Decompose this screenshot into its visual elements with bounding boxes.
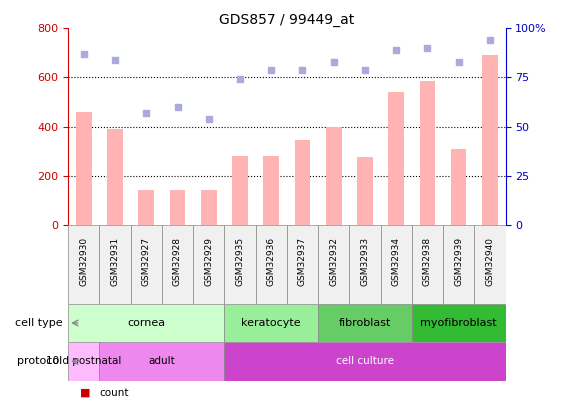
Bar bbox=[99, 342, 224, 381]
Point bbox=[142, 110, 151, 116]
Text: GSM32937: GSM32937 bbox=[298, 237, 307, 286]
Bar bbox=[201, 190, 216, 225]
Bar bbox=[170, 190, 185, 225]
Point bbox=[454, 58, 463, 65]
Bar bbox=[264, 156, 279, 225]
Point bbox=[110, 57, 119, 63]
Bar bbox=[412, 304, 506, 342]
Text: GSM32930: GSM32930 bbox=[80, 237, 88, 286]
Point bbox=[267, 66, 276, 73]
Bar bbox=[318, 225, 349, 304]
Point bbox=[391, 47, 400, 53]
Text: cell culture: cell culture bbox=[336, 356, 394, 367]
Text: adult: adult bbox=[148, 356, 176, 367]
Bar bbox=[224, 304, 318, 342]
Bar bbox=[256, 225, 287, 304]
Text: GSM32933: GSM32933 bbox=[361, 237, 369, 286]
Point bbox=[485, 37, 494, 43]
Text: count: count bbox=[99, 388, 129, 398]
Bar bbox=[287, 225, 318, 304]
Bar bbox=[474, 225, 506, 304]
Bar bbox=[389, 92, 404, 225]
Point bbox=[423, 45, 432, 51]
Title: GDS857 / 99449_at: GDS857 / 99449_at bbox=[219, 13, 354, 27]
Text: GSM32935: GSM32935 bbox=[236, 237, 244, 286]
Point bbox=[173, 104, 182, 110]
Text: 10 d postnatal: 10 d postnatal bbox=[46, 356, 122, 367]
Bar bbox=[443, 225, 474, 304]
Text: protocol: protocol bbox=[17, 356, 62, 367]
Text: GSM32939: GSM32939 bbox=[454, 237, 463, 286]
Point bbox=[235, 76, 244, 83]
Bar bbox=[193, 225, 224, 304]
Bar bbox=[131, 225, 162, 304]
Text: cell type: cell type bbox=[15, 318, 62, 328]
Bar bbox=[451, 149, 466, 225]
Bar bbox=[99, 225, 131, 304]
Text: fibroblast: fibroblast bbox=[339, 318, 391, 328]
Bar bbox=[139, 190, 154, 225]
Bar bbox=[349, 225, 381, 304]
Text: ■: ■ bbox=[80, 388, 90, 398]
Text: GSM32938: GSM32938 bbox=[423, 237, 432, 286]
Bar bbox=[224, 225, 256, 304]
Bar bbox=[76, 112, 91, 225]
Bar bbox=[412, 225, 443, 304]
Bar bbox=[318, 304, 412, 342]
Point bbox=[79, 51, 89, 57]
Bar bbox=[107, 129, 123, 225]
Bar bbox=[68, 225, 99, 304]
Text: GSM32936: GSM32936 bbox=[267, 237, 275, 286]
Text: GSM32934: GSM32934 bbox=[392, 237, 400, 286]
Bar bbox=[295, 140, 310, 225]
Text: cornea: cornea bbox=[127, 318, 165, 328]
Bar bbox=[482, 55, 498, 225]
Point bbox=[329, 58, 339, 65]
Text: GSM32927: GSM32927 bbox=[142, 237, 151, 286]
Text: GSM32929: GSM32929 bbox=[204, 237, 213, 286]
Bar bbox=[326, 126, 341, 225]
Bar bbox=[224, 342, 506, 381]
Text: GSM32932: GSM32932 bbox=[329, 237, 338, 286]
Text: myofibroblast: myofibroblast bbox=[420, 318, 497, 328]
Bar bbox=[68, 304, 224, 342]
Point bbox=[298, 66, 307, 73]
Bar bbox=[68, 342, 99, 381]
Bar bbox=[357, 157, 373, 225]
Point bbox=[204, 115, 214, 122]
Bar bbox=[420, 81, 435, 225]
Text: GSM32928: GSM32928 bbox=[173, 237, 182, 286]
Bar bbox=[162, 225, 193, 304]
Point bbox=[360, 66, 369, 73]
Bar bbox=[381, 225, 412, 304]
Text: GSM32931: GSM32931 bbox=[111, 237, 119, 286]
Text: keratocyte: keratocyte bbox=[241, 318, 301, 328]
Text: GSM32940: GSM32940 bbox=[486, 237, 494, 286]
Bar bbox=[232, 156, 248, 225]
